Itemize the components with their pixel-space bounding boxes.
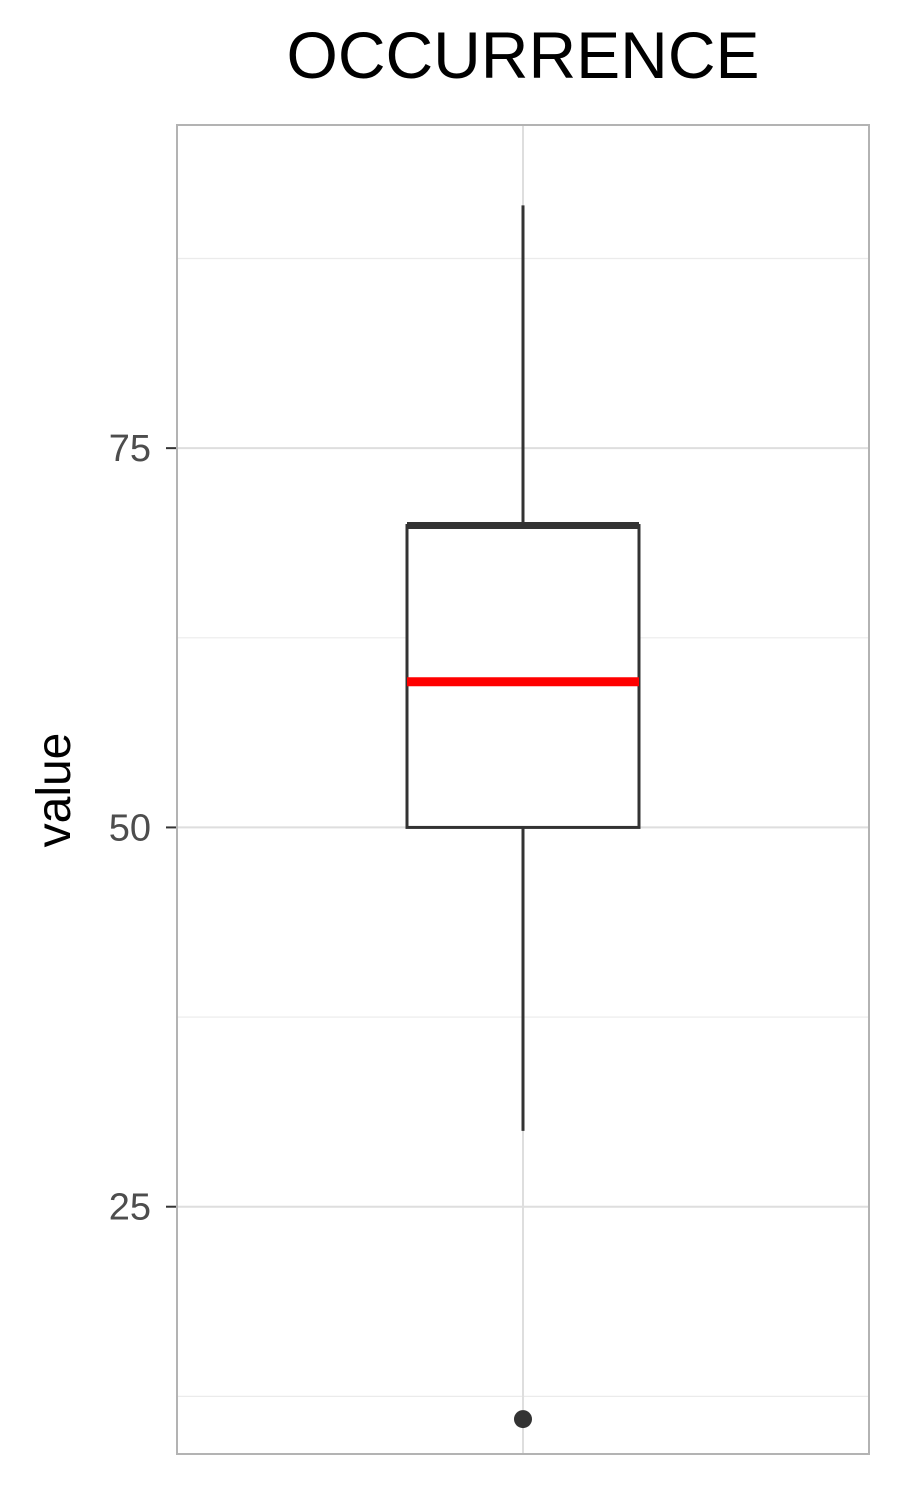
y-tick-label: 25: [109, 1187, 151, 1229]
iqr-box: [405, 524, 641, 829]
chart-title: OCCURRENCE: [286, 18, 759, 92]
outlier-point: [514, 1410, 532, 1429]
y-tick-label: 50: [109, 807, 151, 849]
y-tick-label: 75: [109, 428, 151, 470]
y-axis-label: value: [28, 733, 81, 848]
y-axis: 25 50 75: [109, 428, 177, 1229]
boxplot-series: [405, 205, 641, 1429]
panel-border: [176, 124, 870, 1455]
